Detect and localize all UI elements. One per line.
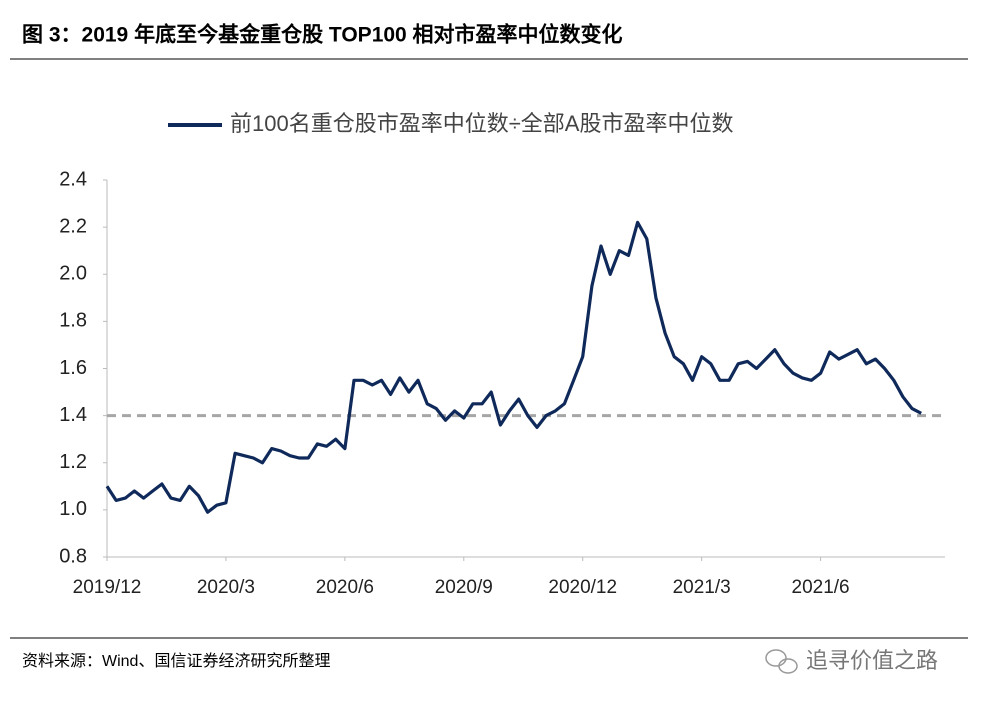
data-line [105,220,922,514]
y-tick-label: 1.6 [59,357,87,379]
wechat-icon [765,649,798,674]
watermark: 追寻价值之路 [806,648,938,673]
chart-title: 图 3：2019 年底至今基金重仓股 TOP100 相对市盈率中位数变化 [22,23,623,47]
x-tick-label: 2021/6 [792,577,850,598]
x-tick-label: 2020/3 [197,577,255,598]
legend-label: 前100名重仓股市盈率中位数÷全部A股市盈率中位数 [230,111,733,136]
x-tick-label: 2019/12 [73,577,142,598]
x-tick-label: 2020/12 [548,577,617,598]
x-tick-label: 2020/9 [435,577,493,598]
y-tick-label: 2.2 [59,215,87,237]
y-tick-label: 2.4 [59,168,87,190]
y-tick-label: 1.0 [59,498,87,520]
source-note: 资料来源：Wind、国信证券经济研究所整理 [22,652,330,670]
y-tick-label: 2.0 [59,263,87,285]
x-tick-label: 2020/6 [316,577,374,598]
y-tick-label: 1.4 [59,404,87,426]
y-tick-label: 0.8 [59,545,87,567]
y-tick-label: 1.8 [59,310,87,332]
y-tick-label: 1.2 [59,451,87,473]
x-tick-label: 2021/3 [673,577,731,598]
